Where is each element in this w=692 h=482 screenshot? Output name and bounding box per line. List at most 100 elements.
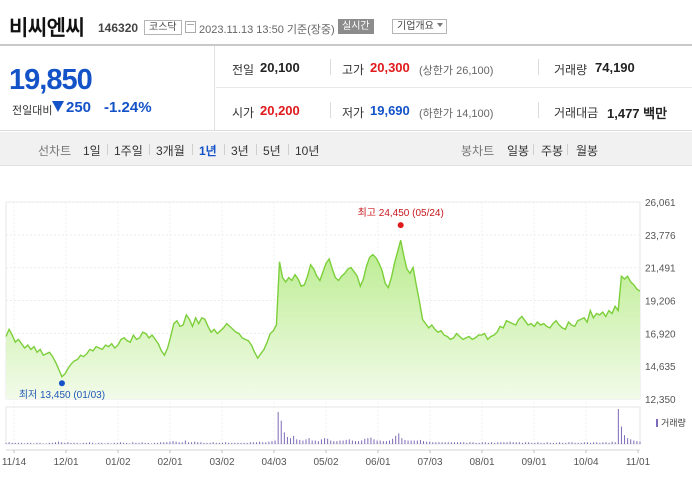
high-annotation: 최고 24,450 (05/24) bbox=[358, 207, 444, 219]
volume-bar bbox=[450, 442, 452, 444]
volume-bar bbox=[92, 442, 94, 444]
volume-bar bbox=[497, 442, 499, 444]
volume-bar bbox=[469, 442, 471, 444]
volume-bar bbox=[206, 442, 208, 444]
volume-bar bbox=[33, 443, 35, 444]
volume-bar bbox=[246, 442, 248, 444]
x-tick-label: 11/14 bbox=[2, 457, 27, 468]
volume-bar bbox=[546, 442, 548, 444]
volume-bar bbox=[382, 441, 384, 444]
volume-bar bbox=[256, 442, 258, 444]
amount-value: 1,477 백만 bbox=[607, 106, 668, 121]
volume-bar bbox=[64, 442, 66, 444]
tab-1d[interactable]: 1일 bbox=[83, 144, 101, 158]
volume-bar bbox=[147, 442, 149, 444]
x-tick-label: 10/04 bbox=[573, 457, 598, 468]
volume-bar bbox=[265, 442, 267, 444]
volume-bar bbox=[379, 440, 381, 444]
volume-frame bbox=[5, 406, 641, 445]
volume-bar bbox=[512, 442, 514, 444]
prev-close-value: 20,100 bbox=[260, 60, 300, 75]
price-chart: 최고 24,450 (05/24) 최저 13,450 (01/03) 26,06… bbox=[0, 167, 692, 482]
volume-bar bbox=[299, 439, 301, 444]
volume-bar bbox=[503, 442, 505, 444]
lower-limit: (하한가 14,100) bbox=[419, 108, 494, 120]
volume-bar bbox=[153, 442, 155, 444]
price-line bbox=[5, 240, 641, 378]
chart-period-tabs: 선차트 1일 1주일 3개월 1년 3년 5년 10년 봉차트 일봉 주봉 월봉 bbox=[0, 132, 692, 166]
divider bbox=[288, 144, 289, 155]
tab-3m[interactable]: 3개월 bbox=[156, 144, 185, 158]
low-value: 19,690 bbox=[370, 103, 410, 118]
volume-bar bbox=[274, 440, 276, 444]
volume-bar bbox=[135, 442, 137, 444]
volume-bar bbox=[175, 441, 177, 444]
volume-bar bbox=[296, 439, 298, 444]
x-tick-label: 09/01 bbox=[521, 457, 546, 468]
volume-bar bbox=[184, 440, 186, 444]
tab-5y[interactable]: 5년 bbox=[263, 144, 281, 158]
volume-bar bbox=[17, 442, 19, 444]
tab-monthly[interactable]: 월봉 bbox=[576, 144, 599, 158]
divider bbox=[538, 59, 539, 75]
volume-bar bbox=[593, 442, 595, 444]
volume-bar bbox=[302, 440, 304, 444]
candle-chart-label: 봉차트 bbox=[461, 144, 495, 158]
divider bbox=[567, 144, 568, 155]
low-point-marker bbox=[58, 380, 65, 387]
volume-bar bbox=[336, 441, 338, 444]
tab-10y[interactable]: 10년 bbox=[295, 144, 320, 158]
volume-bar bbox=[24, 443, 26, 444]
volume-bar bbox=[351, 440, 353, 444]
volume-bar bbox=[385, 441, 387, 444]
volume-bar bbox=[562, 442, 564, 444]
volume-bar bbox=[209, 442, 211, 444]
volume-bar bbox=[345, 439, 347, 444]
quote-datetime: 2023.11.13 13:50 기준(장중) bbox=[199, 21, 335, 37]
volume-bar bbox=[95, 443, 97, 444]
volume-bar bbox=[614, 442, 616, 444]
volume-bar bbox=[104, 443, 106, 444]
realtime-button[interactable]: 실시간 bbox=[338, 19, 374, 34]
volume-bar bbox=[370, 437, 372, 444]
volume-bar bbox=[620, 426, 622, 444]
volume-bar bbox=[123, 442, 125, 444]
volume-bar bbox=[98, 442, 100, 444]
low-label: 저가 bbox=[342, 106, 365, 120]
volume-bar bbox=[42, 443, 44, 444]
volume-bar bbox=[181, 442, 183, 444]
volume-value: 74,190 bbox=[595, 60, 635, 75]
volume-bar bbox=[602, 442, 604, 444]
volume-bar bbox=[157, 442, 159, 444]
volume-bar bbox=[126, 442, 128, 444]
volume-bar bbox=[552, 442, 554, 444]
volume-bar bbox=[283, 432, 285, 444]
volume-bar bbox=[429, 441, 431, 444]
calendar-icon bbox=[185, 21, 196, 33]
volume-bar bbox=[487, 442, 489, 444]
current-price-box: 19,850 전일대비 250 -1.24% bbox=[0, 46, 215, 131]
volume-bar bbox=[54, 442, 56, 444]
volume-bar bbox=[636, 441, 638, 444]
volume-bar bbox=[410, 440, 412, 444]
tab-weekly[interactable]: 주봉 bbox=[541, 144, 564, 158]
tab-3y[interactable]: 3년 bbox=[231, 144, 249, 158]
volume-bar bbox=[447, 442, 449, 444]
volume-bar bbox=[630, 439, 632, 444]
volume-bar bbox=[515, 442, 517, 444]
volume-bar bbox=[521, 442, 523, 444]
quote-datetime-value: 2023.11.13 13:50 bbox=[199, 24, 284, 36]
volume-bar bbox=[271, 441, 273, 444]
volume-bar bbox=[540, 442, 542, 444]
volume-bar bbox=[101, 442, 103, 444]
volume-bar bbox=[571, 442, 573, 444]
volume-bar bbox=[110, 443, 112, 444]
y-tick-label: 16,920 bbox=[645, 329, 676, 340]
tab-1y[interactable]: 1년 bbox=[199, 144, 217, 158]
y-tick-label: 21,491 bbox=[645, 264, 676, 275]
volume-bar bbox=[5, 442, 7, 444]
tab-daily[interactable]: 일봉 bbox=[507, 144, 530, 158]
high-value: 20,300 bbox=[370, 60, 410, 75]
tab-1w[interactable]: 1주일 bbox=[114, 144, 143, 158]
company-overview-dropdown[interactable]: 기업개요 bbox=[392, 19, 447, 34]
